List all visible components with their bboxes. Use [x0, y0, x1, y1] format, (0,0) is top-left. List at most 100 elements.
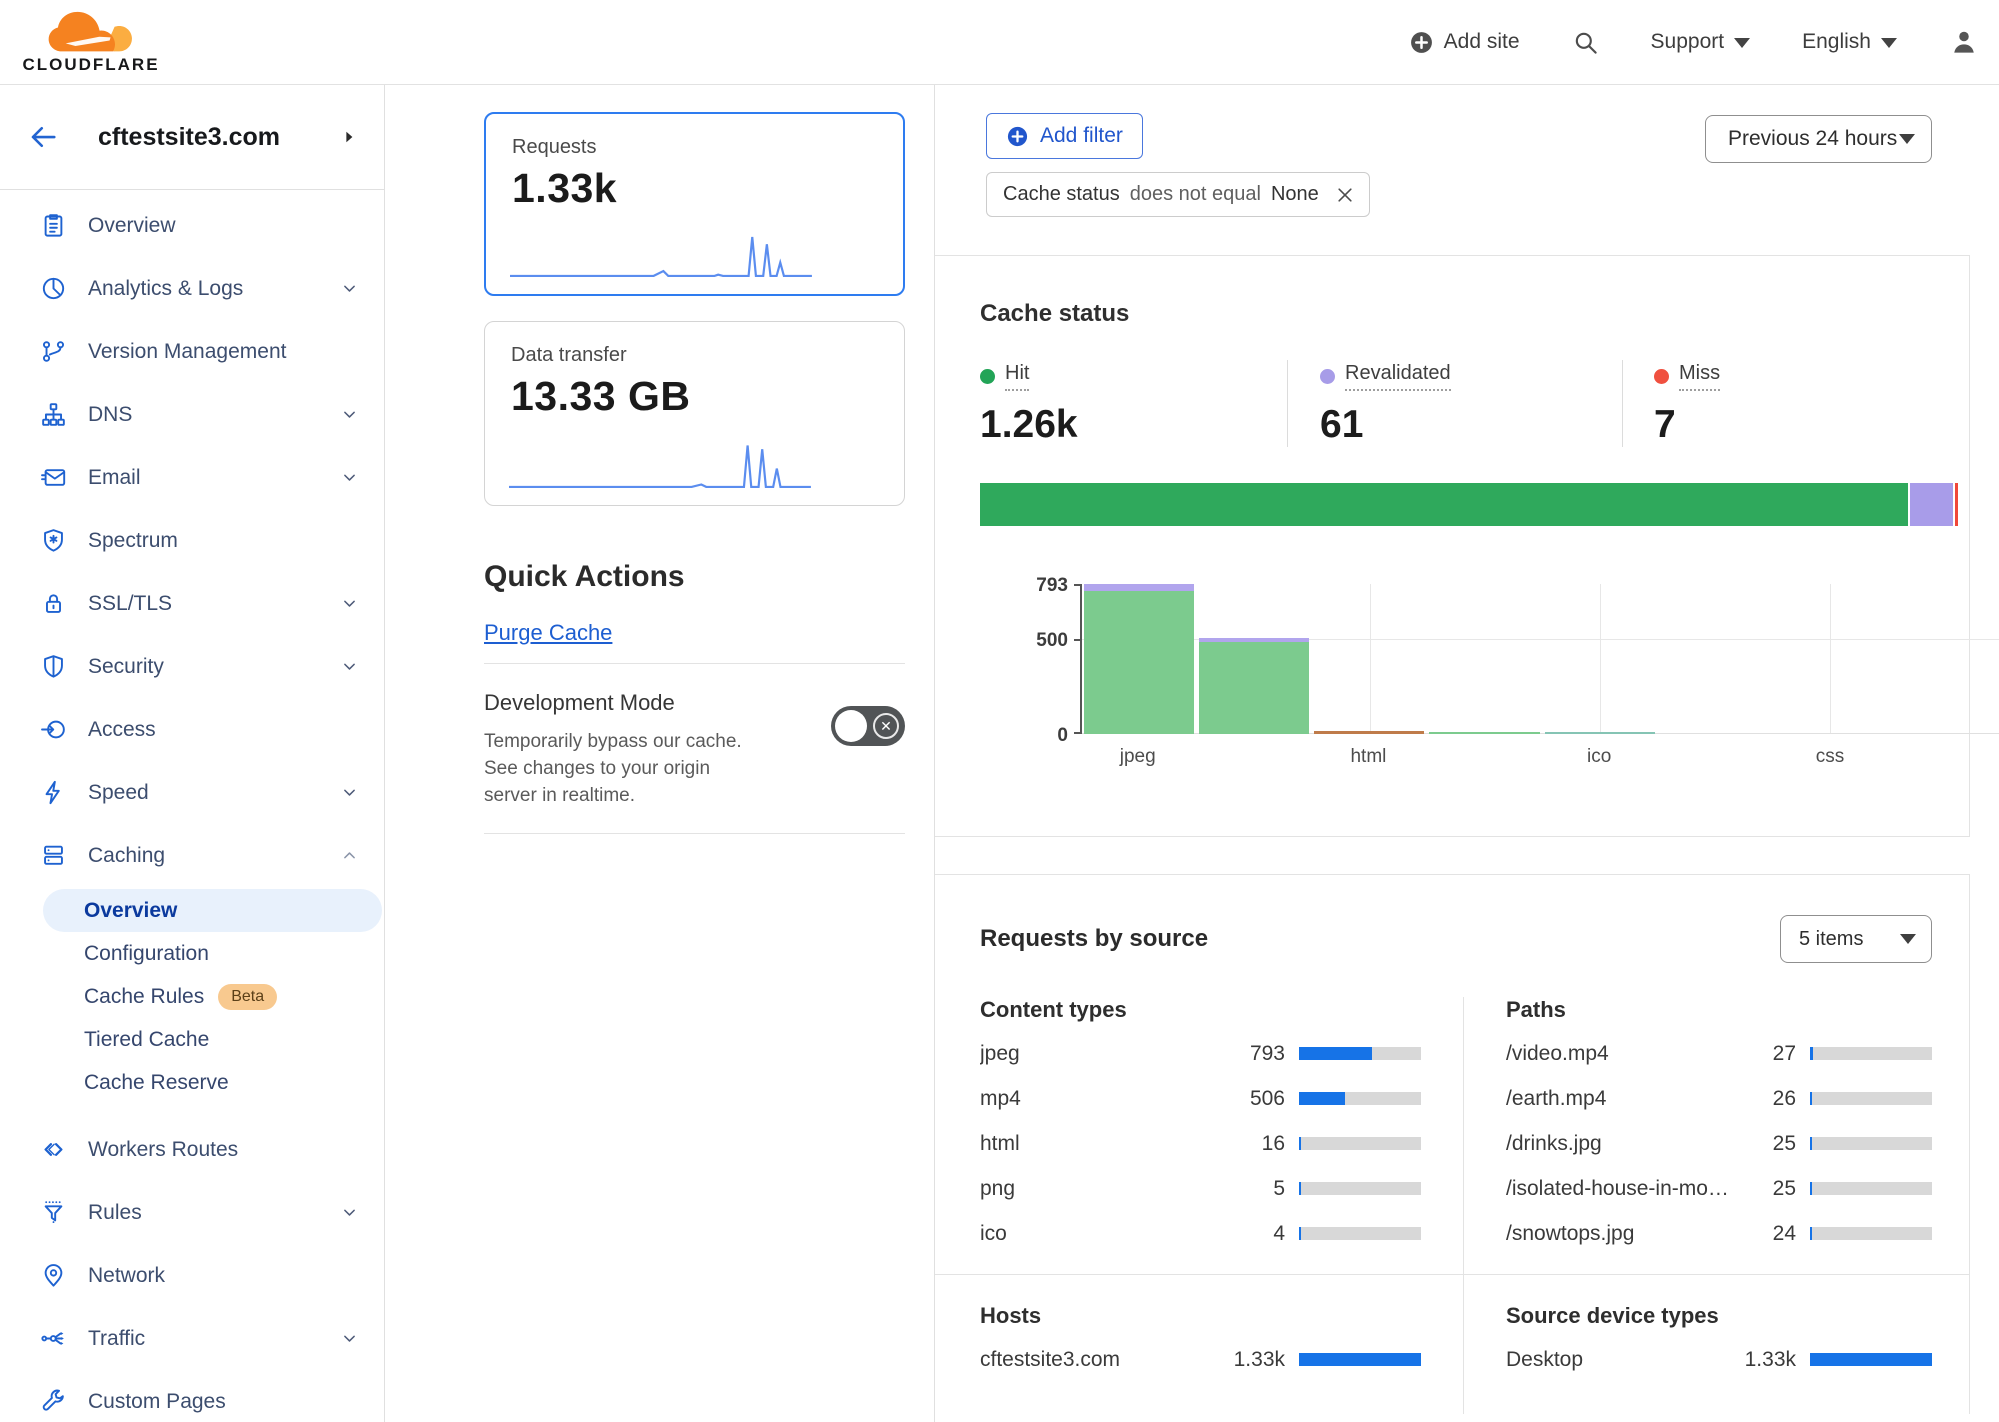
data-transfer-card-label: Data transfer [511, 344, 627, 366]
sidebar-item-spectrum[interactable]: Spectrum [0, 509, 384, 572]
devices-title: Source device types [1506, 1303, 1719, 1328]
sidebar-item-label: Access [88, 717, 156, 741]
miss-legend-dot [1654, 369, 1669, 384]
bar-segment-hit [1084, 591, 1195, 734]
row-label: html [980, 1131, 1020, 1155]
axis-tick [1074, 639, 1082, 642]
time-range-select[interactable]: Previous 24 hours [1705, 115, 1932, 163]
support-menu[interactable]: Support [1651, 30, 1751, 54]
row-bar [1299, 1182, 1421, 1195]
items-count-label: 5 items [1799, 927, 1864, 950]
sidebar-item-overview[interactable]: Overview [0, 194, 384, 257]
hosts-section: Hosts cftestsite3.com 1.33k [935, 1275, 1463, 1414]
sidebar-subitem-cache-reserve[interactable]: Cache Reserve [43, 1061, 382, 1104]
sidebar-item-email[interactable]: Email [0, 446, 384, 509]
sidebar-item-dns[interactable]: DNS [0, 383, 384, 446]
development-mode-toggle[interactable]: ✕ [831, 706, 905, 746]
x-tick-label: ico [1587, 746, 1612, 767]
table-row: ico 4 [980, 1219, 1421, 1248]
sidebar-item-caching[interactable]: Caching [0, 824, 384, 887]
sidebar-item-speed[interactable]: Speed [0, 761, 384, 824]
shield-spark-icon [40, 527, 67, 554]
beta-badge: Beta [218, 983, 278, 1010]
row-bar-fill [1299, 1092, 1346, 1105]
language-menu[interactable]: English [1802, 30, 1897, 54]
data-transfer-metric-card[interactable]: Data transfer 13.33 GB [484, 321, 905, 506]
row-value: 27 [1772, 1041, 1796, 1065]
row-label: /snowtops.jpg [1506, 1221, 1635, 1245]
caching-submenu: Overview Configuration Cache Rules Beta … [0, 887, 384, 1118]
sidebar-item-version-management[interactable]: Version Management [0, 320, 384, 383]
cache-status-stacked-bar [980, 483, 1958, 526]
table-row: /drinks.jpg 25 [1506, 1129, 1932, 1158]
sidebar-item-network[interactable]: Network [0, 1244, 384, 1307]
row-value: 4 [1273, 1221, 1285, 1245]
row-bar-fill [1299, 1047, 1373, 1060]
user-account-icon[interactable] [1949, 27, 1979, 57]
sidebar-item-traffic[interactable]: Traffic [0, 1307, 384, 1370]
purge-cache-link[interactable]: Purge Cache [484, 620, 613, 645]
gridline [1369, 584, 1371, 734]
data-transfer-sparkline-chart [509, 445, 811, 489]
row-bar [1810, 1227, 1932, 1240]
sidebar-nav: Overview Analytics & Logs Version Manage… [0, 190, 384, 1422]
remove-filter-icon[interactable] [1335, 185, 1355, 205]
top-header: CLOUDFLARE Add site Support English [0, 0, 1999, 85]
wrench-icon [40, 1388, 67, 1415]
add-site-button[interactable]: Add site [1409, 30, 1520, 55]
hosts-title: Hosts [980, 1303, 1042, 1328]
sidebar-item-label: Custom Pages [88, 1389, 226, 1413]
content-type-chart-plot [1074, 584, 1999, 734]
server-stack-icon [40, 842, 67, 869]
sidebar-item-rules[interactable]: Rules [0, 1181, 384, 1244]
sidebar-item-access[interactable]: Access [0, 698, 384, 761]
bar-ico [1544, 732, 1655, 734]
search-icon[interactable] [1572, 29, 1599, 56]
revalidated-label[interactable]: Revalidated [1345, 362, 1451, 391]
sidebar-subitem-configuration[interactable]: Configuration [43, 932, 382, 975]
sidebar-item-security[interactable]: Security [0, 635, 384, 698]
row-bar-fill [1810, 1182, 1813, 1195]
expand-right-icon[interactable] [340, 128, 358, 146]
hit-label[interactable]: Hit [1005, 362, 1030, 391]
sidebar-item-label: Overview [88, 213, 176, 237]
sidebar-item-label: Workers Routes [88, 1137, 239, 1161]
requests-card-label: Requests [512, 136, 597, 158]
bar-segment-hit [1429, 732, 1540, 734]
sidebar-item-custom-pages[interactable]: Custom Pages [0, 1370, 384, 1422]
share-network-icon [40, 1325, 67, 1352]
summary-column: Requests 1.33k Data transfer 13.33 GB Qu… [385, 85, 935, 1422]
sidebar-subitem-cache-rules[interactable]: Cache Rules Beta [43, 975, 382, 1018]
subitem-label: Overview [84, 898, 178, 922]
cache-stat: Miss 7 [1623, 360, 1721, 447]
sidebar-item-label: Analytics & Logs [88, 276, 244, 300]
back-arrow-icon[interactable] [28, 122, 58, 152]
site-name: cftestsite3.com [98, 122, 281, 151]
sidebar-item-ssl-tls[interactable]: SSL/TLS [0, 572, 384, 635]
subitem-label: Cache Rules [84, 984, 205, 1008]
stacked-bar-segment-miss [1952, 483, 1958, 526]
miss-label[interactable]: Miss [1679, 362, 1721, 391]
sidebar-subitem-caching-overview[interactable]: Overview [43, 889, 382, 932]
bar-png [1429, 732, 1540, 734]
cloudflare-logo[interactable]: CLOUDFLARE [16, 9, 166, 75]
hosts-list: cftestsite3.com 1.33k [980, 1345, 1421, 1374]
development-mode-title: Development Mode [484, 690, 675, 715]
chevron-down-icon [341, 1204, 358, 1221]
add-filter-button[interactable]: Add filter [986, 113, 1143, 159]
bar-segment-hit [1199, 642, 1310, 734]
items-count-select[interactable]: 5 items [1780, 915, 1932, 963]
sidebar-item-label: Spectrum [88, 528, 178, 552]
envelope-icon [40, 464, 67, 491]
row-label: png [980, 1176, 1016, 1200]
chevron-down-icon [341, 469, 358, 486]
sidebar-subitem-tiered-cache[interactable]: Tiered Cache [43, 1018, 382, 1061]
requests-metric-card[interactable]: Requests 1.33k [484, 112, 905, 296]
funnel-icon [40, 1199, 67, 1226]
chevron-down-icon [341, 595, 358, 612]
sidebar-item-label: DNS [88, 402, 133, 426]
cache-status-filter-chip[interactable]: Cache status does not equal None [986, 172, 1370, 217]
sidebar-item-workers-routes[interactable]: Workers Routes [0, 1118, 384, 1181]
sidebar-item-analytics-logs[interactable]: Analytics & Logs [0, 257, 384, 320]
sidebar-item-label: Security [88, 654, 164, 678]
